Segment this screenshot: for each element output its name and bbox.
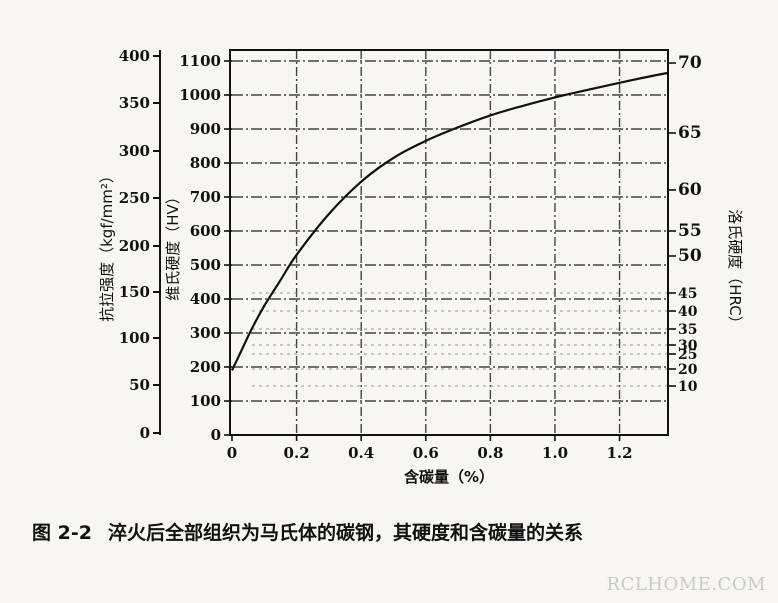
x-tick-label: 1.0 [542, 444, 568, 462]
vickers-tick-label: 600 [190, 222, 221, 240]
vickers-tick-label: 1100 [179, 52, 221, 70]
tensile-tick-label: 300 [119, 142, 150, 160]
rockwell-tick-label: 25 [678, 347, 697, 363]
rockwell-tick-label: 70 [678, 53, 702, 73]
vickers-axis-label: 维氏硬度（HV） [164, 189, 182, 301]
vickers-tick-label: 500 [190, 256, 221, 274]
rockwell-tick-label: 35 [678, 322, 697, 338]
tensile-tick-label: 200 [119, 237, 150, 255]
vickers-tick-label: 0 [211, 426, 221, 444]
rockwell-tick-label: 50 [678, 246, 702, 266]
tensile-tick-label: 400 [119, 47, 150, 65]
vickers-tick-label: 300 [190, 324, 221, 342]
vickers-tick-label: 1000 [179, 86, 221, 104]
vickers-tick-label: 100 [190, 392, 221, 410]
tensile-tick-label: 0 [140, 424, 150, 442]
x-tick-label: 0.4 [348, 444, 374, 462]
vickers-axis: 0 100 200 300 400 500 600 700 800 900 1000 1100 [179, 52, 232, 444]
rockwell-tick-label: 60 [678, 180, 702, 200]
x-tick-label: 1.2 [607, 444, 633, 462]
hardness-curve [231, 71, 669, 371]
tensile-tick-label: 350 [119, 94, 150, 112]
rockwell-tick-label: 40 [678, 304, 698, 320]
x-tick-label: 0 [227, 444, 237, 462]
rockwell-tick-label: 55 [678, 221, 702, 241]
x-tick-label: 0.2 [284, 444, 310, 462]
grid [232, 50, 668, 435]
vickers-tick-label: 800 [190, 154, 221, 172]
x-tick-label: 0.6 [413, 444, 439, 462]
rockwell-tick-label: 20 [678, 362, 698, 378]
caption-text: 淬火后全部组织为马氏体的碳钢，其硬度和含碳量的关系 [107, 522, 583, 544]
series-layer [231, 71, 669, 371]
vickers-tick-label: 400 [190, 290, 221, 308]
vickers-tick-label: 200 [190, 358, 221, 376]
tensile-axis: 0 50 100 150 200 250 300 350 400 [119, 47, 161, 442]
x-tick-label: 0.8 [477, 444, 503, 462]
vickers-tick-label: 700 [190, 188, 221, 206]
rockwell-axis-label: 洛氏硬度（HRC） [726, 209, 744, 330]
rockwell-tick-label: 45 [678, 286, 697, 302]
x-axis-label: 含碳量（%） [404, 468, 494, 486]
rockwell-tick-label: 65 [678, 123, 702, 143]
figure-number: 图 2-2 [32, 522, 92, 544]
tensile-tick-label: 150 [119, 283, 150, 301]
plot-frame [229, 49, 669, 436]
tensile-tick-label: 50 [129, 376, 150, 394]
rockwell-tick-label: 10 [678, 379, 698, 395]
watermark: RCLHOME.COM [606, 574, 766, 595]
tensile-tick-label: 100 [119, 329, 150, 347]
vickers-tick-label: 900 [190, 120, 221, 138]
figure-caption: 图 2-2 淬火后全部组织为马氏体的碳钢，其硬度和含碳量的关系 [32, 518, 762, 545]
x-axis: 0 0.2 0.4 0.6 0.8 1.0 1.2 [227, 435, 633, 462]
rockwell-tick-label: 30 [678, 338, 698, 354]
tensile-axis-label: 抗拉强度（kgf/mm²） [98, 168, 116, 322]
tensile-tick-label: 250 [119, 189, 150, 207]
